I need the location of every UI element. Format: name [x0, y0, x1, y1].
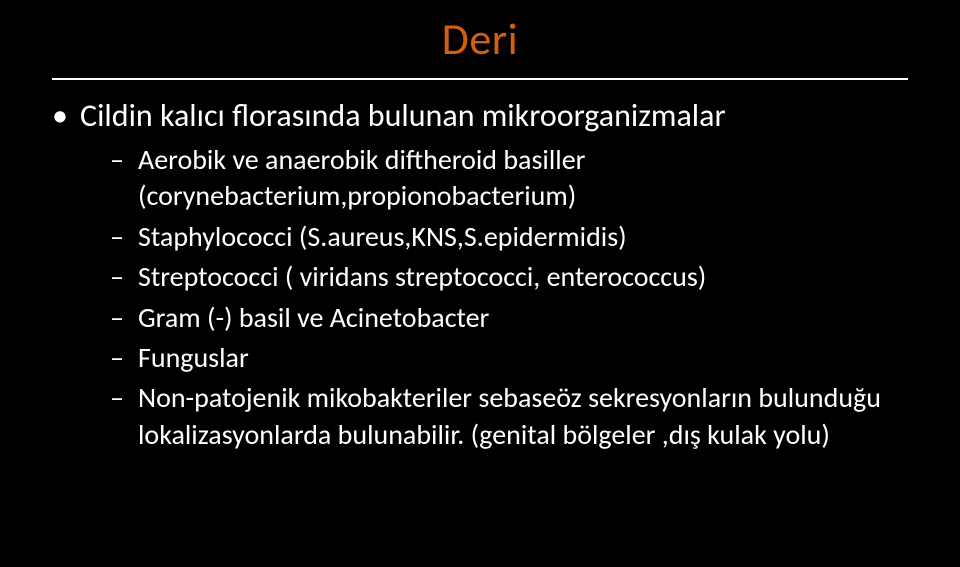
slide-title: Deri: [0, 12, 960, 66]
bullet-level1-text: Cildin kalıcı florasında bulunan mikroor…: [80, 96, 726, 135]
bullet-level2: Staphylococci (S.aureus,KNS,S.epidermidi…: [80, 219, 922, 255]
bullet-level2-text: Aerobik ve anaerobik diftheroid basiller…: [138, 142, 585, 213]
content-area: Cildin kalıcı florasında bulunan mikroor…: [52, 96, 922, 459]
bullet-level2: Non-patojenik mikobakteriler sebaseöz se…: [80, 380, 922, 453]
title-underline: [52, 78, 908, 80]
bullet-level2-text: Gram (-) basil ve Acinetobacter: [138, 300, 489, 335]
bullet-level2: Aerobik ve anaerobik diftheroid basiller…: [80, 142, 922, 215]
bullet-level2-text: Staphylococci (S.aureus,KNS,S.epidermidi…: [138, 219, 627, 254]
bullet-level2-text: Streptococci ( viridans streptococci, en…: [138, 259, 706, 294]
bullet-level2-text: Non-patojenik mikobakteriler sebaseöz se…: [138, 380, 881, 451]
sublist: Aerobik ve anaerobik diftheroid basiller…: [80, 142, 922, 453]
bullet-level2: Funguslar: [80, 340, 922, 376]
bullet-level2: Streptococci ( viridans streptococci, en…: [80, 259, 922, 295]
bullet-level2-text: Funguslar: [138, 340, 249, 375]
slide: Deri Cildin kalıcı florasında bulunan mi…: [0, 0, 960, 567]
bullet-level2: Gram (-) basil ve Acinetobacter: [80, 300, 922, 336]
bullet-level1: Cildin kalıcı florasında bulunan mikroor…: [52, 96, 922, 453]
